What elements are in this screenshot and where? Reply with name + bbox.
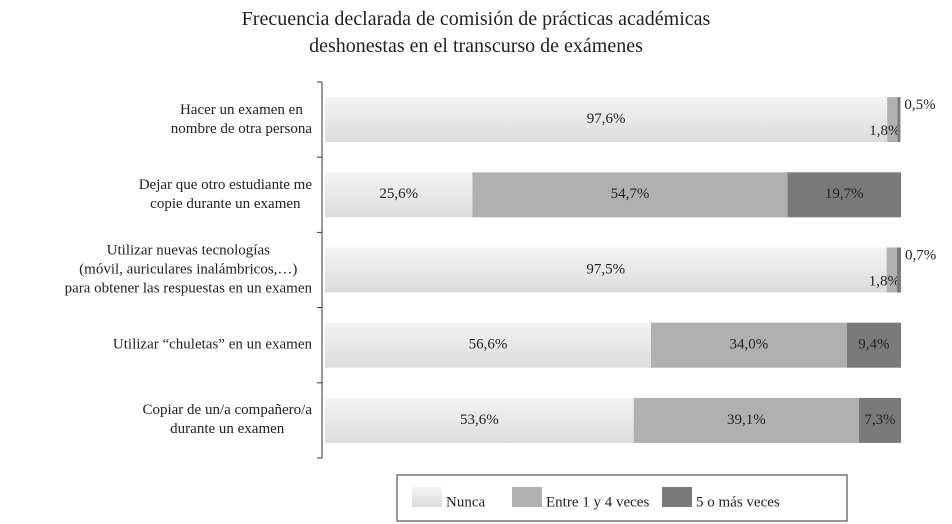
bar-segment	[846, 322, 901, 368]
chart-title: Frecuencia declarada de comisión de prác…	[241, 8, 711, 57]
bar-segment	[633, 397, 859, 443]
bar-segment	[325, 97, 888, 143]
bar-segment	[325, 247, 887, 293]
value-label: 34,0%	[730, 337, 769, 353]
value-label: 1,8%	[869, 273, 900, 289]
bar-segment	[651, 322, 847, 368]
value-label: 53,6%	[460, 412, 499, 428]
value-label: 39,1%	[727, 412, 766, 428]
value-label: 25,6%	[379, 186, 418, 202]
value-label: 56,6%	[469, 337, 508, 353]
bar-segment	[887, 97, 898, 143]
value-label: 1,8%	[869, 123, 900, 139]
bar-segment	[897, 97, 901, 143]
value-label: 54,7%	[611, 186, 650, 202]
value-label: 97,6%	[587, 111, 626, 127]
category-label: Utilizar “chuletas” en un examen	[112, 336, 312, 353]
value-label: 97,5%	[586, 261, 625, 277]
legend-box	[396, 474, 848, 522]
bar-segment	[325, 172, 473, 218]
value-label: 19,7%	[825, 186, 864, 202]
legend-swatch	[662, 487, 692, 507]
value-label: 0,5%	[904, 97, 935, 113]
value-label: 0,7%	[905, 247, 936, 263]
bar-segment	[325, 397, 634, 443]
legend-label: 5 o más veces	[696, 494, 780, 510]
value-label: 7,3%	[864, 412, 895, 428]
bar-segment	[787, 172, 901, 218]
category-label: Utilizar nuevas tecnologías (móvil, auri…	[64, 242, 312, 297]
bar-segment	[858, 397, 901, 443]
legend-swatch	[412, 487, 442, 507]
category-label: Dejar que otro estudiante me copie duran…	[138, 176, 312, 212]
legend-label: Nunca	[446, 494, 485, 510]
bar-segment	[472, 172, 788, 218]
bar-segment	[325, 322, 652, 368]
bar-segment	[886, 247, 897, 293]
category-label: Copiar de un/a compañero/a durante un ex…	[142, 402, 312, 438]
bar-segment	[896, 247, 901, 293]
category-label: Hacer un examen en nombre de otra person…	[170, 101, 312, 137]
legend-label: Entre 1 y 4 veces	[546, 494, 649, 510]
legend-swatch	[512, 487, 542, 507]
value-label: 9,4%	[858, 337, 889, 353]
